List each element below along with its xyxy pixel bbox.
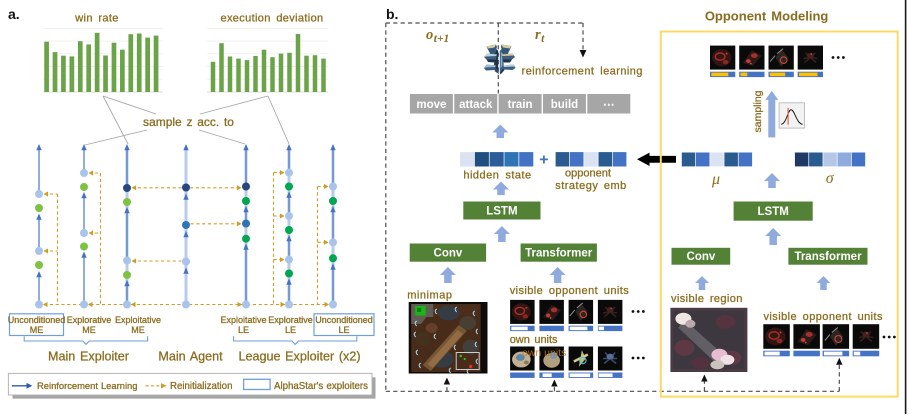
- svg-text:Main Exploiter: Main Exploiter: [48, 350, 129, 364]
- svg-text:reinforcement learning: reinforcement learning: [522, 66, 643, 78]
- svg-text:Conv: Conv: [434, 248, 463, 260]
- svg-text:League Exploiter (x2): League Exploiter (x2): [238, 350, 360, 364]
- svg-text:LE: LE: [338, 325, 349, 335]
- svg-text:LE: LE: [238, 325, 249, 335]
- svg-text:win rate: win rate: [74, 13, 119, 25]
- svg-text:+: +: [539, 152, 548, 169]
- svg-text:ot+1: ot+1: [426, 27, 449, 45]
- svg-text:LSTM: LSTM: [758, 206, 789, 218]
- svg-text:LE: LE: [285, 325, 296, 335]
- svg-text:rt: rt: [535, 27, 545, 45]
- svg-text:train: train: [508, 99, 533, 111]
- svg-text:μ: μ: [711, 171, 720, 188]
- svg-text:Unconditioned: Unconditioned: [315, 315, 373, 325]
- svg-text:own units: own units: [522, 347, 566, 359]
- svg-text:attack: attack: [459, 99, 493, 111]
- svg-text:ME: ME: [82, 325, 96, 335]
- svg-text:a.: a.: [8, 6, 20, 22]
- svg-text:Reinitialization: Reinitialization: [170, 381, 232, 392]
- svg-text:ME: ME: [30, 325, 44, 335]
- svg-text:ME: ME: [131, 325, 145, 335]
- svg-text:Exploitative: Exploitative: [220, 315, 266, 325]
- svg-text:Explorative: Explorative: [268, 315, 313, 325]
- svg-text:σ: σ: [826, 170, 835, 187]
- svg-text:Conv: Conv: [687, 251, 716, 263]
- svg-text:execution deviation: execution deviation: [220, 13, 323, 25]
- svg-text:Explorative: Explorative: [67, 315, 112, 325]
- svg-text:Exploitative: Exploitative: [115, 315, 161, 325]
- svg-text:visible region: visible region: [671, 293, 743, 305]
- svg-text:Unconditioned: Unconditioned: [8, 315, 66, 325]
- svg-text:strategy emb: strategy emb: [555, 180, 627, 192]
- svg-text:visible opponent units: visible opponent units: [764, 311, 884, 323]
- svg-text:visible opponent units: visible opponent units: [510, 285, 630, 297]
- svg-text:Transformer: Transformer: [525, 248, 593, 260]
- svg-text:own units: own units: [510, 334, 558, 346]
- svg-text:sample z acc. to: sample z acc. to: [143, 115, 234, 129]
- svg-text:minimap: minimap: [407, 290, 452, 302]
- svg-text:opponent: opponent: [565, 168, 611, 180]
- svg-text:build: build: [551, 99, 578, 111]
- svg-text:Transformer: Transformer: [794, 251, 862, 263]
- svg-text:Reinforcement Learning: Reinforcement Learning: [37, 380, 137, 391]
- svg-text:sampling: sampling: [752, 90, 764, 132]
- svg-text:AlphaStar's exploiters: AlphaStar's exploiters: [274, 381, 368, 392]
- svg-text:move: move: [416, 99, 446, 111]
- svg-text:hidden state: hidden state: [463, 170, 531, 182]
- svg-text:⋯: ⋯: [603, 99, 615, 111]
- svg-text:b.: b.: [386, 6, 398, 22]
- svg-text:LSTM: LSTM: [486, 206, 517, 218]
- svg-text:Main Agent: Main Agent: [158, 350, 223, 364]
- svg-text:Opponent Modeling: Opponent Modeling: [705, 9, 829, 24]
